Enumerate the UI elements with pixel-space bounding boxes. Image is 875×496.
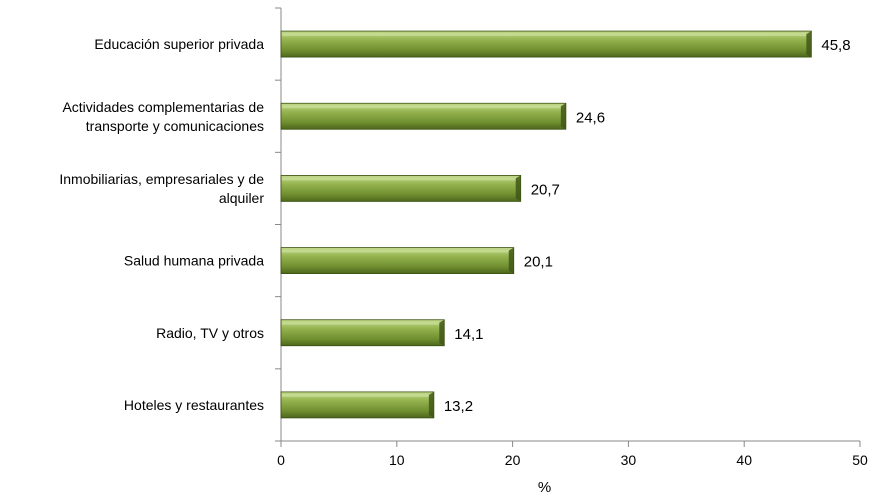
bar-highlight: [282, 177, 520, 181]
x-tick-label: 0: [277, 452, 285, 468]
axes: 0 10 20 30 40 50: [275, 7, 868, 468]
bar-highlight: [282, 105, 565, 109]
x-tick-label: 50: [852, 452, 868, 468]
bar-highlight: [282, 321, 444, 325]
data-label: 20,1: [524, 254, 553, 271]
data-label: 45,8: [821, 37, 850, 54]
category-label: Hoteles y restaurantes: [124, 397, 264, 413]
bar-end-bevel: [508, 247, 514, 274]
x-axis-title: %: [538, 479, 551, 496]
bar-end-bevel: [428, 391, 434, 418]
bar-end-bevel: [806, 31, 812, 58]
data-label: 13,2: [444, 398, 473, 415]
category-label: Actividades complementarias de: [62, 99, 264, 115]
data-label: 14,1: [454, 326, 483, 343]
bar-end-bevel: [439, 319, 445, 346]
labels: 45,8 Educación superior privada 24,6 Activi…: [59, 36, 850, 415]
data-label: 20,7: [531, 181, 560, 198]
bar-highlight: [282, 249, 513, 253]
bar-end-bevel: [515, 175, 521, 202]
x-tick-label: 10: [389, 452, 405, 468]
bar-highlight: [282, 33, 811, 37]
bars: [280, 30, 812, 419]
category-label: transporte y comunicaciones: [86, 118, 264, 134]
category-label: Inmobiliarias, empresariales y de: [59, 171, 264, 187]
x-tick-label: 20: [505, 452, 521, 468]
category-label: Educación superior privada: [94, 36, 264, 52]
category-label: Salud humana privada: [124, 253, 264, 269]
data-label: 24,6: [576, 109, 605, 126]
category-label: alquiler: [219, 190, 264, 206]
bar-highlight: [282, 393, 433, 397]
bar-end-bevel: [560, 103, 566, 130]
x-tick-label: 30: [621, 452, 637, 468]
x-tick-label: 40: [736, 452, 752, 468]
category-label: Radio, TV y otros: [156, 325, 264, 341]
